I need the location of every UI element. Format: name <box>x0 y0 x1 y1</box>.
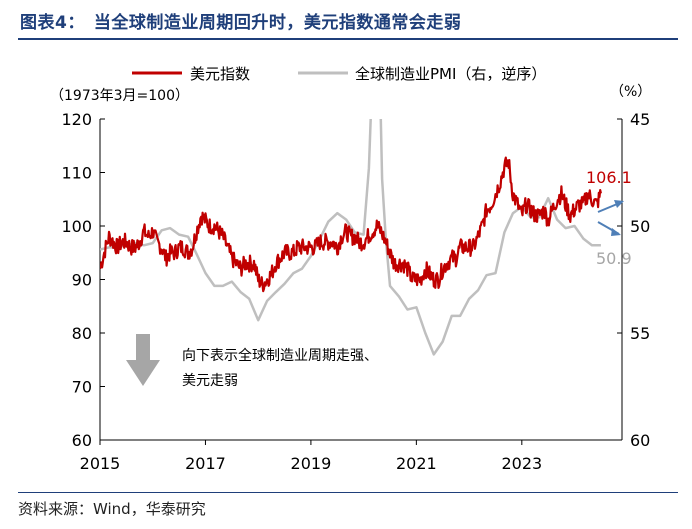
x-tick-label: 2023 <box>501 454 542 473</box>
title-rule <box>18 38 678 40</box>
source-rule <box>18 492 678 493</box>
right-tick-label: 50 <box>630 217 650 236</box>
legend-label-pmi: 全球制造业PMI（右，逆序） <box>355 65 546 83</box>
legend: 美元指数 全球制造业PMI（右，逆序） <box>132 65 546 83</box>
x-tick-label: 2017 <box>185 454 226 473</box>
end-label-pmi: 50.9 <box>596 249 632 268</box>
left-tick-label: 60 <box>72 431 92 450</box>
axes: 60 70 80 90 100 110 120 45 50 55 60 2015 2017 2019 202… <box>61 110 650 473</box>
left-tick-label: 120 <box>61 110 92 129</box>
left-tick-label: 90 <box>72 271 92 290</box>
down-arrow <box>126 334 160 386</box>
end-label-dxy: 106.1 <box>586 168 632 187</box>
annotation-line-1: 向下表示全球制造业周期走强、 <box>182 347 378 364</box>
series-pmi <box>100 119 601 356</box>
right-axis-label: （%） <box>610 84 651 100</box>
end-annotations: 106.1 50.9 <box>586 168 632 268</box>
down-arrow-icon <box>126 334 160 386</box>
left-tick-label: 100 <box>61 217 92 236</box>
left-tick-label: 80 <box>72 324 92 343</box>
left-tick-label: 110 <box>61 164 92 183</box>
left-tick-label: 70 <box>72 378 92 397</box>
x-tick-label: 2015 <box>80 454 121 473</box>
pmi-line <box>100 119 601 356</box>
end-arrowhead-pmi <box>611 228 621 236</box>
x-tick-label: 2019 <box>291 454 332 473</box>
left-axis-label: （1973年3月=100） <box>50 88 189 104</box>
annotation-line-2: 美元走弱 <box>182 373 238 389</box>
series-dxy <box>100 156 602 293</box>
right-tick-label: 55 <box>630 324 650 343</box>
x-tick-label: 2021 <box>396 454 437 473</box>
source-note: 资料来源：Wind，华泰研究 <box>18 500 206 518</box>
legend-label-dxy: 美元指数 <box>190 65 250 83</box>
right-tick-label: 45 <box>630 110 650 129</box>
end-arrowhead-dxy <box>614 200 624 208</box>
dxy-line <box>100 156 602 293</box>
figure-title: 图表4： 当全球制造业周期回升时，美元指数通常会走弱 <box>20 13 462 33</box>
right-tick-label: 60 <box>630 431 650 450</box>
